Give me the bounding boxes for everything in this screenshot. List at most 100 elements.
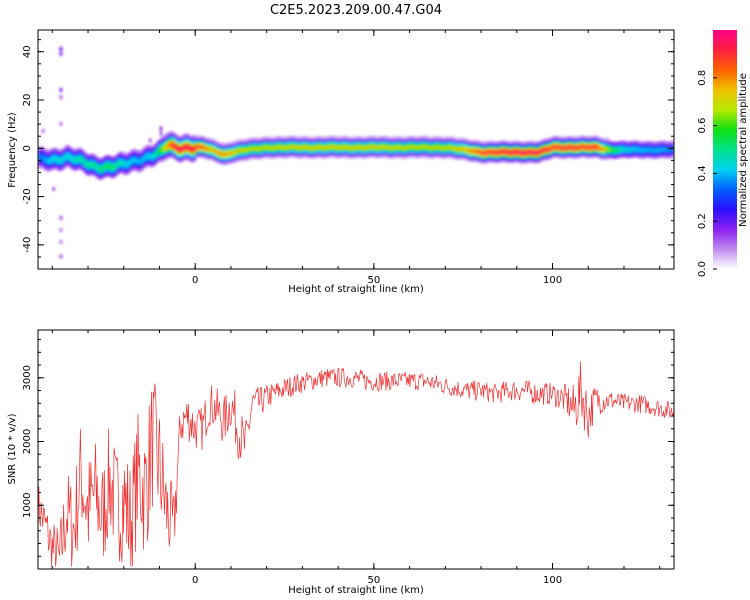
heatmap-cell xyxy=(504,152,507,156)
heatmap-cell xyxy=(206,156,209,160)
heatmap-cell xyxy=(194,144,197,148)
heatmap-cell xyxy=(412,145,415,149)
heatmap-cell xyxy=(244,141,247,145)
heatmap-cell xyxy=(552,148,555,152)
heatmap-cell xyxy=(112,156,115,160)
heatmap-cell xyxy=(358,138,361,142)
heatmap-cell xyxy=(326,150,329,154)
colorbar-label: Normalized spectral amplitude xyxy=(738,73,749,227)
heatmap-cell xyxy=(140,164,143,168)
heatmap-cells xyxy=(38,46,674,259)
heatmap-cell xyxy=(314,153,317,157)
heatmap-cell xyxy=(170,155,173,159)
heatmap-cell xyxy=(444,146,447,150)
heatmap-cell xyxy=(558,141,561,144)
heatmap-cell xyxy=(308,146,311,150)
heatmap-cell xyxy=(170,148,173,151)
heatmap-cell xyxy=(370,150,373,153)
heatmap-cell xyxy=(536,155,539,159)
heatmap-cell xyxy=(520,148,523,152)
heatmap-cell xyxy=(418,136,421,140)
heatmap-cell xyxy=(152,164,155,168)
heatmap-cell xyxy=(524,153,527,157)
heatmap-cell xyxy=(168,131,171,135)
heatmap-cell xyxy=(488,140,491,144)
heatmap-cell xyxy=(608,140,611,144)
heatmap-cell xyxy=(222,147,225,151)
heatmap-cell xyxy=(430,148,433,152)
heatmap-cell xyxy=(280,145,283,149)
heatmap-cell xyxy=(600,147,603,150)
heatmap-cell xyxy=(242,153,245,157)
heatmap-cell xyxy=(540,147,543,151)
heatmap-cell xyxy=(558,138,561,142)
heatmap-cell xyxy=(212,158,215,161)
x-tick-label: 100 xyxy=(543,575,562,586)
heatmap-cell xyxy=(528,152,531,156)
heatmap-cell xyxy=(496,160,499,164)
heatmap-cell xyxy=(498,160,501,164)
heatmap-cell xyxy=(590,145,593,149)
heatmap-cell xyxy=(222,150,225,154)
heatmap-cell xyxy=(250,142,253,146)
heatmap-cell xyxy=(462,147,465,151)
heatmap-cell xyxy=(550,151,553,155)
heatmap-cell xyxy=(80,164,83,168)
heatmap-cell xyxy=(582,142,585,146)
heatmap-cell xyxy=(386,148,389,151)
colorbar-tick-label: 0.6 xyxy=(697,118,708,134)
heatmap-cell xyxy=(554,147,557,151)
heatmap-cell xyxy=(110,158,113,162)
heatmap-cell xyxy=(546,140,549,144)
heatmap-cell xyxy=(470,142,473,146)
heatmap-cell xyxy=(660,143,663,146)
heatmap-cell xyxy=(120,151,123,155)
snr-y-axis-label: SNR (10 * v/v) xyxy=(7,413,18,484)
heatmap-cell xyxy=(162,151,165,155)
heatmap-cell xyxy=(206,154,209,158)
heatmap-cell xyxy=(112,163,115,167)
heatmap-cell xyxy=(462,145,465,148)
heatmap-cell xyxy=(38,151,41,155)
heatmap-cell xyxy=(370,145,373,149)
heatmap-cell xyxy=(84,163,87,167)
heatmap-cell xyxy=(352,146,355,150)
heatmap-cell xyxy=(210,157,213,161)
heatmap-cell xyxy=(534,143,537,147)
heatmap-cell xyxy=(400,153,403,157)
heatmap-cell xyxy=(344,145,347,149)
heatmap-cell xyxy=(126,155,129,159)
heatmap-cell xyxy=(186,140,189,144)
heatmap-cell xyxy=(188,146,191,150)
heatmap-cell xyxy=(212,153,215,157)
heatmap-cell xyxy=(538,155,541,159)
heatmap-cell xyxy=(662,155,665,158)
heatmap-cell xyxy=(334,138,337,142)
heatmap-cell xyxy=(592,145,595,149)
heatmap-cell xyxy=(480,155,483,159)
heatmap-cell xyxy=(352,148,355,152)
heatmap-cell xyxy=(288,152,291,156)
heatmap-cell xyxy=(88,165,91,169)
heatmap-cell xyxy=(330,150,333,153)
heatmap-cell xyxy=(296,138,299,142)
heatmap-cell xyxy=(190,140,193,144)
heatmap-cell xyxy=(146,147,149,151)
heatmap-cell xyxy=(238,156,241,160)
heatmap-cell xyxy=(436,143,439,147)
heatmap-cell xyxy=(388,153,391,157)
heatmap-cell xyxy=(620,140,623,144)
heatmap-cell xyxy=(292,137,295,141)
heatmap-cell xyxy=(562,139,565,143)
heatmap-cell xyxy=(514,145,517,149)
heatmap-cell xyxy=(544,148,547,152)
heatmap-cell xyxy=(660,140,663,144)
heatmap-cell xyxy=(414,145,417,149)
heatmap-cell xyxy=(566,150,569,154)
heatmap-cell xyxy=(490,155,493,159)
heatmap-cell xyxy=(224,143,227,147)
heatmap-cell xyxy=(634,145,637,149)
heatmap-cell xyxy=(414,143,417,147)
heatmap-cell xyxy=(162,144,165,148)
heatmap-cell xyxy=(652,148,655,152)
